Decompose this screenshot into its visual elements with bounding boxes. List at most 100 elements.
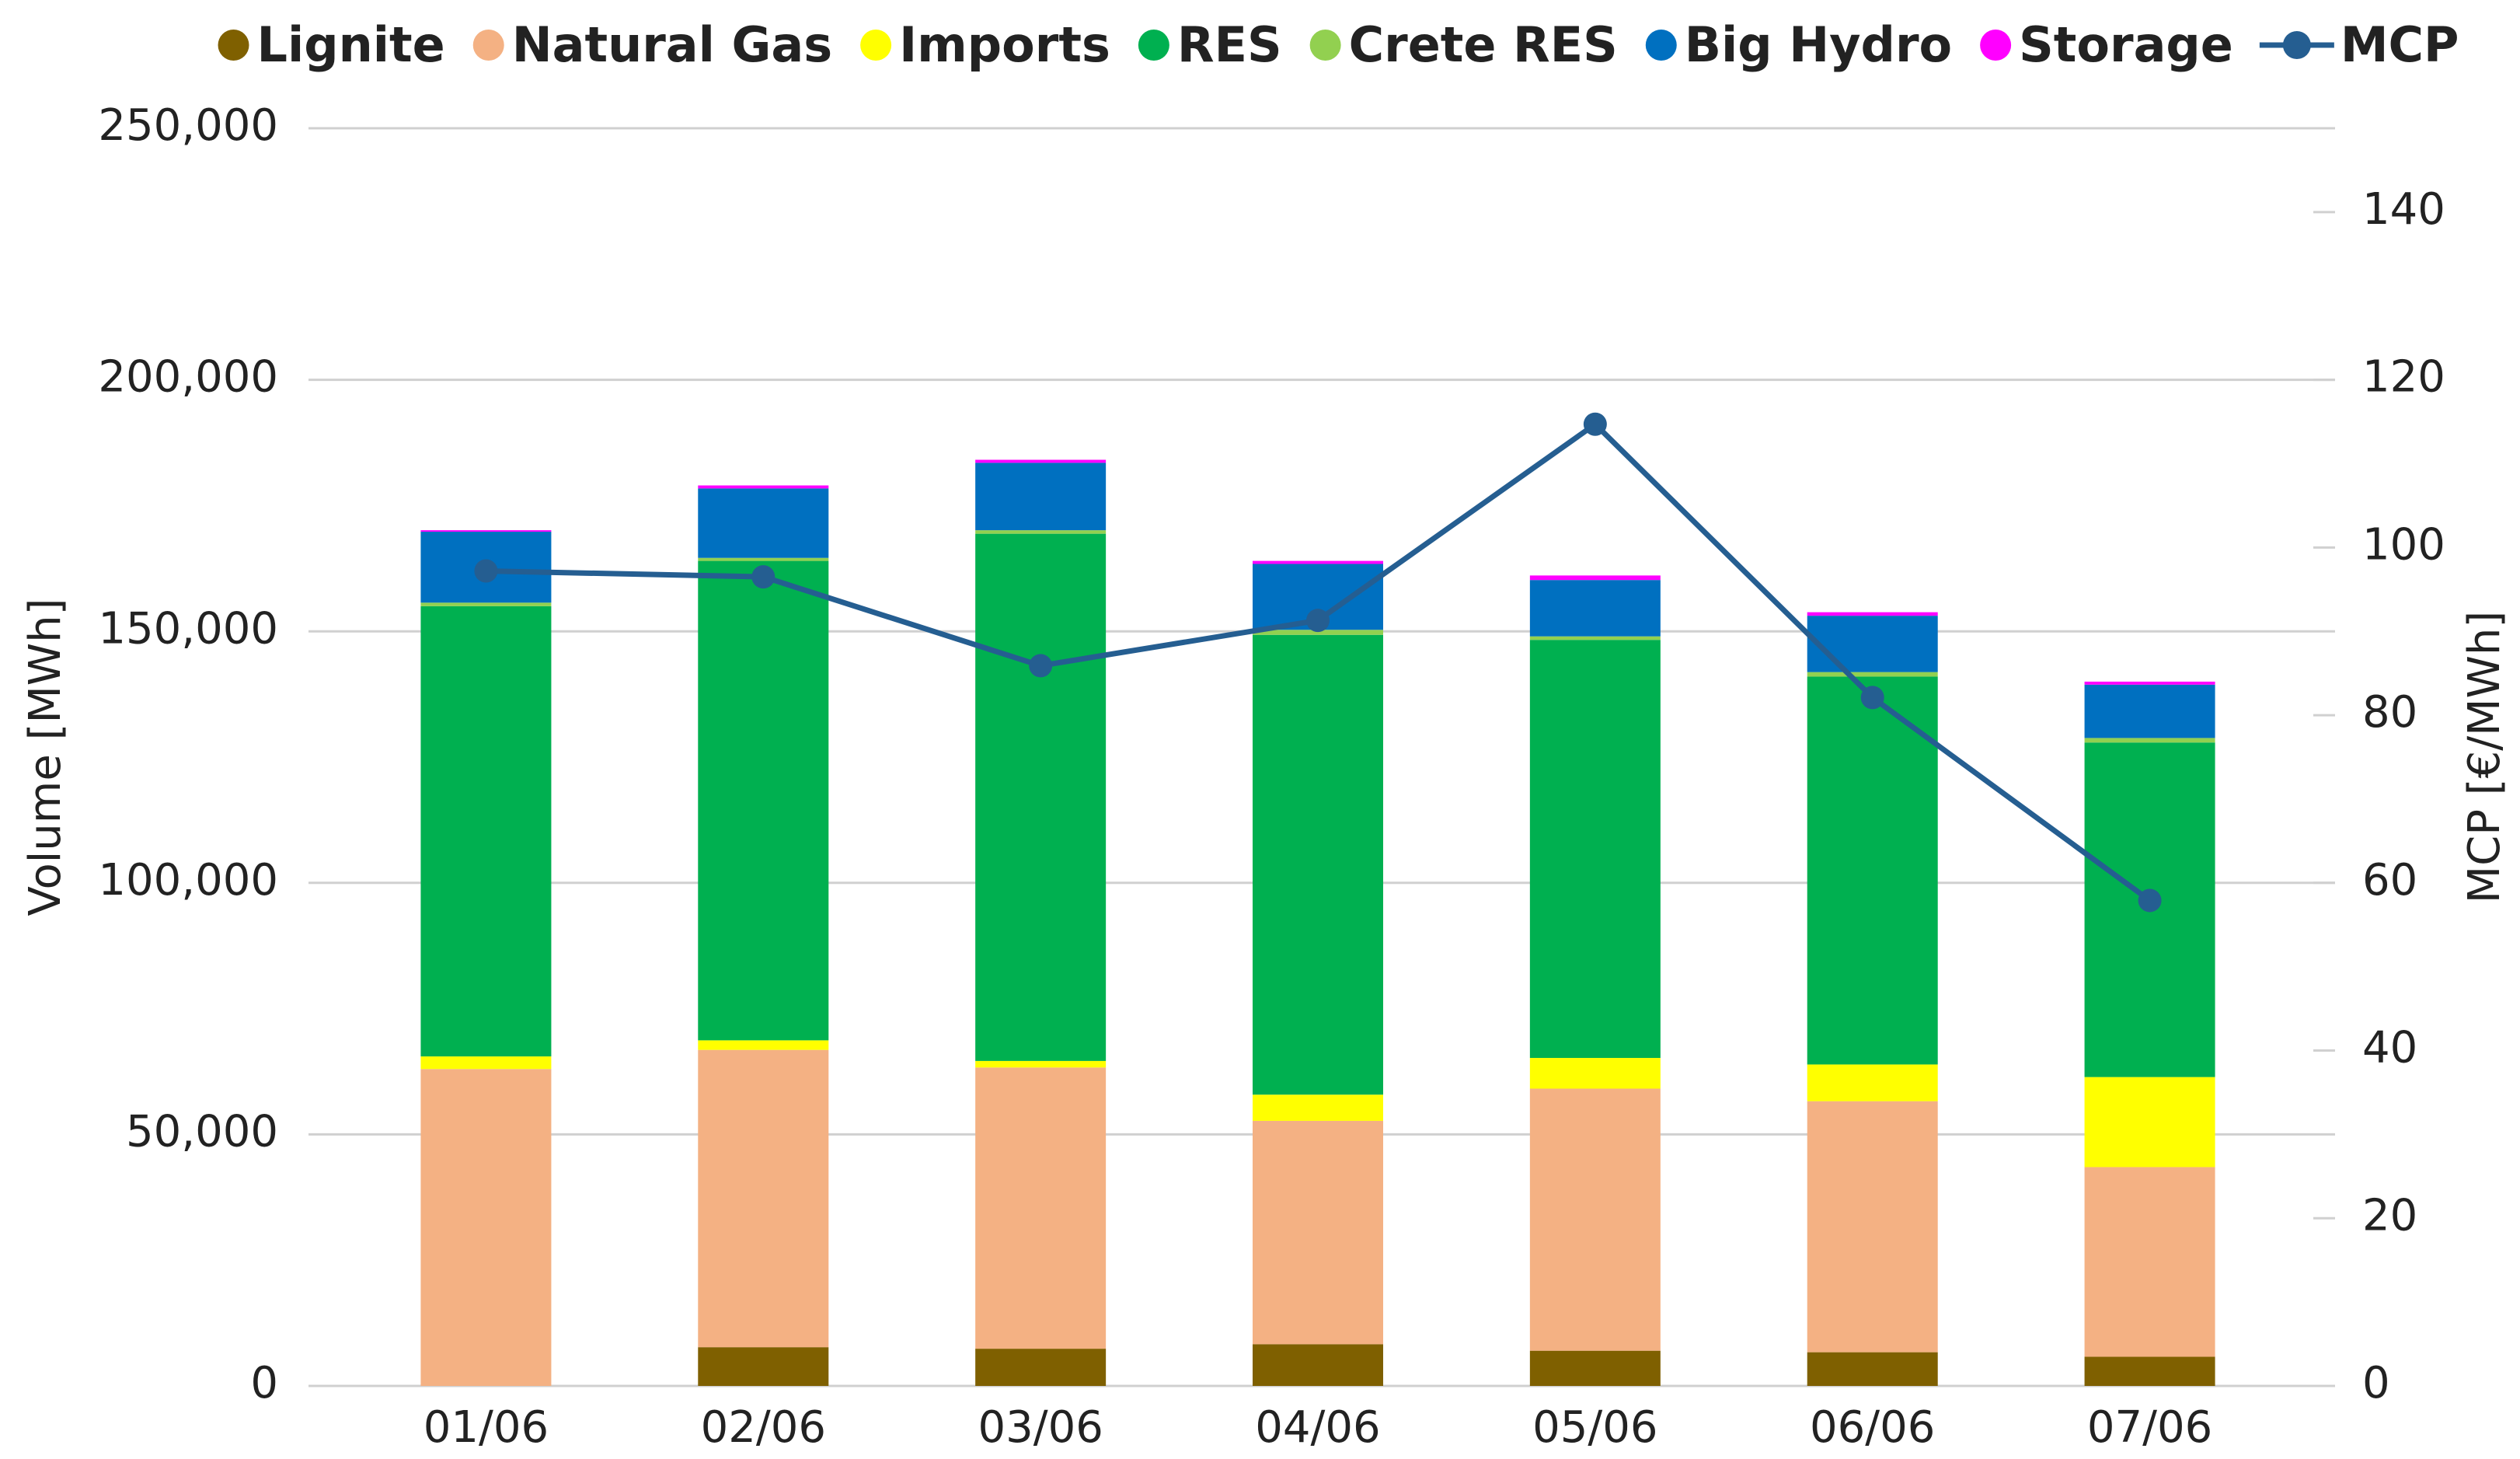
x-tick-label: 02/06 bbox=[701, 1402, 826, 1453]
bar-segment bbox=[1807, 1352, 1938, 1386]
legend-marker bbox=[1309, 30, 1341, 61]
legend-item: Lignite bbox=[218, 16, 445, 73]
bar-segment bbox=[2084, 1356, 2215, 1386]
bar-segment bbox=[1529, 1350, 1661, 1386]
bar-segment bbox=[1807, 676, 1938, 1065]
bar-segment bbox=[975, 462, 1107, 531]
legend-marker bbox=[1138, 30, 1169, 61]
bar-segment bbox=[1807, 612, 1938, 616]
y-tick-label: 150,000 bbox=[98, 603, 278, 654]
legend-label: Natural Gas bbox=[512, 16, 832, 73]
legend-label: Crete RES bbox=[1349, 16, 1618, 73]
line-point bbox=[1860, 686, 1884, 710]
y2-tick-label: 140 bbox=[2362, 184, 2445, 235]
bar-segment bbox=[2084, 1167, 2215, 1357]
bar-segment bbox=[698, 488, 829, 558]
bar-segment bbox=[698, 560, 829, 1041]
bar-segment bbox=[698, 1049, 829, 1348]
legend-marker bbox=[472, 30, 504, 61]
bar-segment bbox=[1253, 630, 1383, 635]
legend-label: Lignite bbox=[257, 16, 445, 73]
bar-segment bbox=[420, 1069, 552, 1386]
bar-segment bbox=[975, 459, 1107, 463]
legend-label: RES bbox=[1177, 16, 1282, 73]
line-point bbox=[2138, 888, 2162, 913]
y2-tick-label: 120 bbox=[2362, 352, 2445, 403]
legend-label: MCP bbox=[2340, 16, 2459, 73]
bar-segment bbox=[698, 485, 829, 489]
bar-segment bbox=[1529, 1088, 1661, 1351]
x-tick-label: 03/06 bbox=[978, 1402, 1103, 1453]
bar-segment bbox=[698, 1040, 829, 1050]
bar-segment bbox=[1807, 672, 1938, 677]
legend-item: RES bbox=[1138, 16, 1282, 73]
bar-segment bbox=[2084, 681, 2215, 685]
legend-marker bbox=[1980, 30, 2012, 61]
legend-item: Storage bbox=[1980, 16, 2233, 73]
line-point bbox=[751, 565, 776, 589]
bar-segment bbox=[420, 602, 552, 606]
legend-item: Big Hydro bbox=[1645, 16, 1952, 73]
y-tick-label: 0 bbox=[250, 1358, 278, 1408]
bar-segment bbox=[420, 606, 552, 1057]
legend-item: Natural Gas bbox=[472, 16, 832, 73]
bar-segment bbox=[2084, 684, 2215, 738]
legend-label: Imports bbox=[899, 16, 1110, 73]
y2-tick-label: 100 bbox=[2362, 519, 2445, 570]
y-axis-title: Volume [MWh] bbox=[20, 599, 71, 916]
line-point bbox=[1306, 609, 1330, 633]
bar-segment bbox=[975, 1067, 1107, 1349]
legend-item: Crete RES bbox=[1309, 16, 1618, 73]
bar-segment bbox=[1529, 580, 1661, 637]
bar-segment bbox=[1253, 560, 1383, 564]
y2-tick-label: 0 bbox=[2362, 1358, 2390, 1408]
bar-segment bbox=[698, 1347, 829, 1386]
legend-label: Storage bbox=[2019, 16, 2233, 73]
x-tick-label: 05/06 bbox=[1532, 1402, 1657, 1453]
y-tick-label: 50,000 bbox=[126, 1107, 278, 1157]
line-point bbox=[1029, 654, 1053, 678]
legend-label: Big Hydro bbox=[1685, 16, 1952, 73]
bar-segment bbox=[975, 530, 1107, 534]
y2-tick-label: 80 bbox=[2362, 687, 2417, 738]
bar-segment bbox=[1807, 616, 1938, 672]
legend-marker bbox=[218, 30, 249, 61]
line-point bbox=[474, 559, 498, 583]
bar-segment bbox=[1253, 1344, 1383, 1386]
legend-marker bbox=[1645, 30, 1677, 61]
bar-segment bbox=[420, 1056, 552, 1070]
bar-segment bbox=[1253, 634, 1383, 1095]
bar-segment bbox=[1529, 1058, 1661, 1089]
x-tick-label: 01/06 bbox=[423, 1402, 549, 1453]
x-tick-label: 07/06 bbox=[2087, 1402, 2212, 1453]
bar-segment bbox=[1807, 1064, 1938, 1101]
y2-tick-label: 60 bbox=[2362, 855, 2417, 906]
y-tick-label: 250,000 bbox=[98, 100, 278, 151]
bar-segment bbox=[1253, 1120, 1383, 1345]
y-tick-label: 100,000 bbox=[98, 855, 278, 906]
x-tick-label: 06/06 bbox=[1810, 1402, 1935, 1453]
legend-item: MCP bbox=[2259, 16, 2459, 73]
y2-tick-label: 40 bbox=[2362, 1023, 2417, 1073]
bar-segment bbox=[2084, 738, 2215, 743]
bar-segment bbox=[1529, 640, 1661, 1059]
y2-axis-title: MCP [€/MWh] bbox=[2459, 611, 2510, 903]
bar-segment bbox=[975, 1060, 1107, 1068]
bar-segment bbox=[1529, 636, 1661, 640]
bar-segment bbox=[1807, 1101, 1938, 1353]
y2-tick-label: 20 bbox=[2362, 1190, 2417, 1241]
line-point bbox=[1583, 412, 1607, 436]
bar-segment bbox=[698, 557, 829, 561]
bar-segment bbox=[975, 1349, 1107, 1386]
x-tick-label: 04/06 bbox=[1255, 1402, 1380, 1453]
bar-segment bbox=[975, 533, 1107, 1061]
bar-segment bbox=[2084, 1077, 2215, 1168]
legend-marker bbox=[860, 30, 892, 61]
legend-marker bbox=[2282, 31, 2311, 59]
legend-item: Imports bbox=[860, 16, 1110, 73]
bar-segment bbox=[420, 530, 552, 532]
bar-segment bbox=[1529, 575, 1661, 581]
bar-segment bbox=[1253, 1094, 1383, 1121]
y-tick-label: 200,000 bbox=[98, 352, 278, 403]
